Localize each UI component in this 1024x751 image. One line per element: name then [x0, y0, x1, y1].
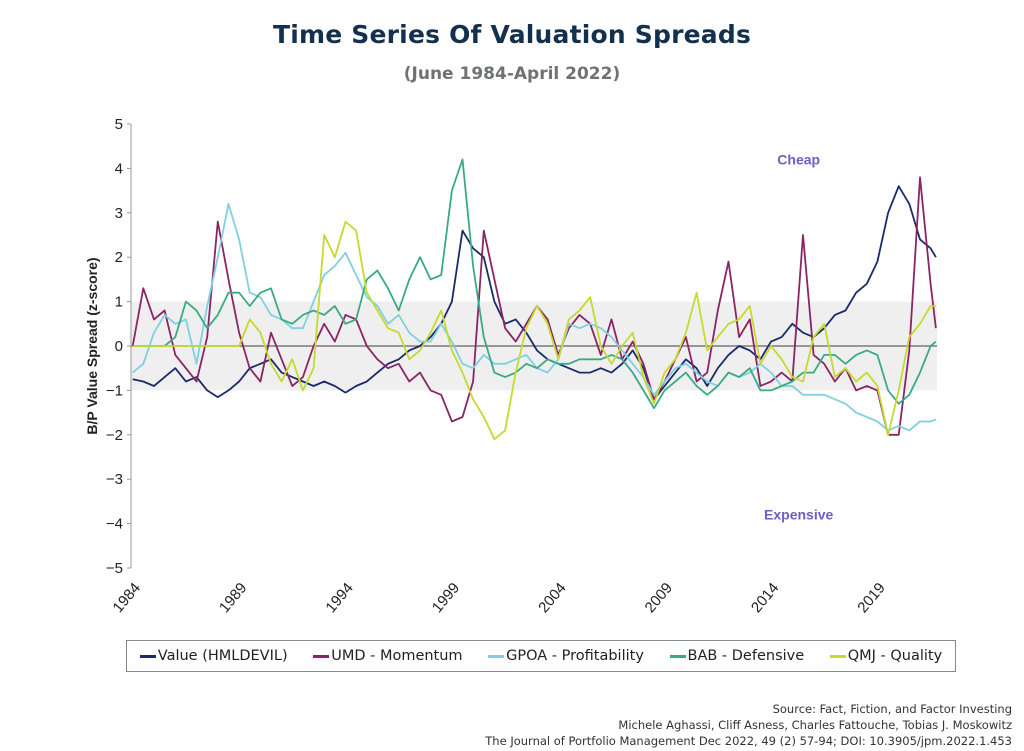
chart-title: Time Series Of Valuation Spreads: [272, 20, 752, 49]
x-tick-label: 2004: [535, 580, 569, 616]
annotation-cheap: Cheap: [777, 152, 820, 168]
y-tick-label: −2: [106, 427, 123, 444]
source-line-2: Michele Aghassi, Cliff Asness, Charles F…: [618, 718, 1012, 732]
x-tick-label: 1989: [216, 580, 250, 616]
legend-swatch: [829, 654, 846, 658]
legend-swatch: [313, 654, 330, 658]
x-tick-label: 1994: [322, 580, 356, 616]
y-tick-label: −3: [106, 471, 123, 488]
legend-item: GPOA - Profitability: [488, 648, 644, 664]
legend-label: QMJ - Quality: [847, 648, 943, 664]
legend-item: UMD - Momentum: [313, 648, 463, 664]
legend-label: Value (HMLDEVIL): [157, 648, 288, 664]
annotation-expensive: Expensive: [764, 507, 833, 523]
legend-item: QMJ - Quality: [829, 648, 943, 664]
y-tick-label: −5: [106, 560, 123, 577]
x-tick-label: 1999: [429, 580, 463, 616]
y-tick-label: 3: [115, 205, 123, 222]
legend-swatch: [139, 654, 156, 658]
x-tick-label: 1984: [110, 580, 144, 616]
legend-label: BAB - Defensive: [687, 648, 805, 664]
legend-item: BAB - Defensive: [669, 648, 805, 664]
chart-legend: Value (HMLDEVIL) UMD - Momentum GPOA - Pro…: [126, 640, 956, 672]
source-line-1: Source: Fact, Fiction, and Factor Invest…: [772, 702, 1012, 716]
chart-subtitle: (June 1984-April 2022): [403, 64, 621, 84]
y-tick-label: 1: [115, 294, 123, 311]
x-tick-label: 2019: [854, 580, 888, 616]
y-tick-label: 2: [115, 249, 123, 266]
y-tick-label: −4: [106, 516, 123, 533]
series-line-value-hmldevil: [132, 185, 937, 401]
legend-label: GPOA - Profitability: [506, 648, 644, 664]
legend-item: Value (HMLDEVIL): [139, 648, 288, 664]
series-line-qmj-quality: [132, 220, 936, 441]
legend-swatch: [669, 654, 686, 658]
y-tick-label: −1: [106, 382, 123, 399]
x-tick-label: 2014: [748, 580, 782, 616]
y-axis-title: B/P Value Spread (z-score): [84, 257, 100, 434]
series-line-bab-defensive: [132, 158, 937, 410]
source-line-3: The Journal of Portfolio Management Dec …: [485, 734, 1012, 748]
x-tick-label: 2009: [642, 580, 676, 616]
y-tick-label: 4: [115, 160, 123, 177]
y-tick-label: 5: [115, 116, 123, 133]
legend-label: UMD - Momentum: [331, 648, 463, 664]
source-citation: Source: Fact, Fiction, and Factor Invest…: [485, 701, 1012, 749]
legend-swatch: [488, 654, 505, 658]
chart-plot: 5 4 3 2 1 0 −1 −2 −3 −4 −5 B/P Value Spread (z-scor…: [84, 116, 937, 616]
y-tick-label: 0: [115, 338, 123, 355]
